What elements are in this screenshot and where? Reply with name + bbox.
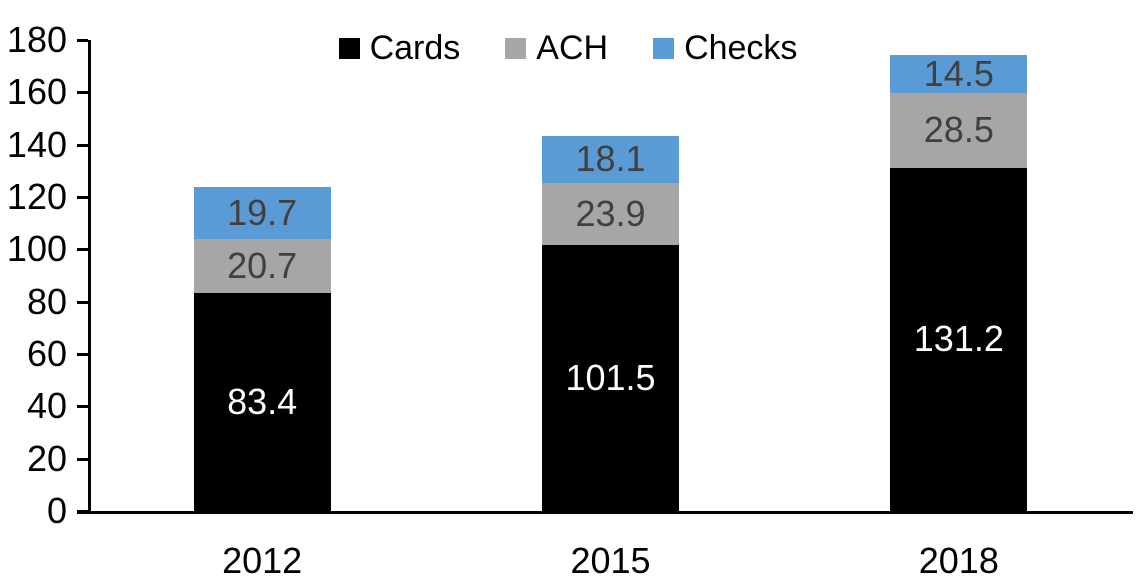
bar-segment-cards-2018: 131.2 — [890, 167, 1028, 511]
y-axis-tick — [77, 457, 88, 461]
legend-swatch-checks-icon — [653, 37, 675, 59]
segment-value-label: 23.9 — [575, 193, 646, 235]
y-axis-tick — [77, 405, 88, 409]
y-axis-tick-label: 60 — [26, 333, 67, 374]
y-axis-tick-label: 100 — [6, 228, 67, 270]
y-axis-tick-label: 20 — [26, 437, 67, 479]
bar-segment-checks-2018: 14.5 — [890, 53, 1028, 95]
y-axis-tick-label: 160 — [6, 71, 67, 113]
segment-value-label: 14.5 — [923, 53, 994, 95]
bar-segment-ach-2018: 28.5 — [890, 93, 1028, 168]
bar-segment-checks-2015: 18.1 — [542, 135, 679, 183]
y-axis-tick-label: 0 — [46, 490, 67, 531]
y-axis-tick-label: 180 — [6, 19, 67, 60]
bar-segment-ach-2012: 20.7 — [193, 238, 331, 293]
y-axis-tick-label: 140 — [6, 123, 67, 165]
y-axis-tick — [77, 300, 88, 304]
legend-item-ach: ACH — [505, 28, 608, 68]
y-axis-tick-label: 80 — [26, 280, 67, 322]
bar-segment-cards-2015: 101.5 — [542, 245, 679, 511]
segment-value-label: 83.4 — [227, 380, 298, 422]
x-axis-category-label: 2015 — [570, 540, 651, 581]
x-axis-category-label: 2018 — [918, 540, 999, 581]
bar-segment-checks-2012: 19.7 — [193, 187, 331, 239]
legend-swatch-ach-icon — [505, 37, 527, 59]
segment-value-label: 18.1 — [575, 138, 646, 180]
y-axis-line — [88, 40, 91, 514]
x-axis-line — [77, 511, 1133, 514]
y-axis-tick — [77, 248, 88, 252]
legend-label: Checks — [684, 29, 798, 67]
chart-legend: Cards ACH Checks — [0, 28, 1136, 68]
segment-value-label: 20.7 — [227, 244, 298, 286]
legend-item-cards: Cards — [338, 28, 461, 68]
legend-swatch-cards-icon — [338, 37, 360, 59]
segment-value-label: 28.5 — [923, 109, 994, 151]
legend-item-checks: Checks — [653, 28, 797, 68]
legend-label: Cards — [369, 29, 461, 67]
bar-segment-ach-2015: 23.9 — [542, 182, 679, 246]
y-axis-tick-label: 120 — [6, 176, 67, 217]
segment-value-label: 131.2 — [913, 318, 1004, 360]
segment-value-label: 101.5 — [565, 357, 656, 399]
y-axis-tick — [77, 196, 88, 199]
y-axis-tick — [77, 39, 88, 42]
y-axis-tick-label: 40 — [26, 385, 67, 427]
y-axis-tick — [77, 143, 88, 147]
x-axis-category-label: 2012 — [222, 540, 303, 581]
legend-label: ACH — [536, 29, 609, 67]
y-axis-tick — [77, 91, 88, 95]
segment-value-label: 19.7 — [227, 191, 298, 233]
bar-segment-cards-2012: 83.4 — [193, 292, 331, 511]
y-axis-tick — [77, 353, 88, 356]
